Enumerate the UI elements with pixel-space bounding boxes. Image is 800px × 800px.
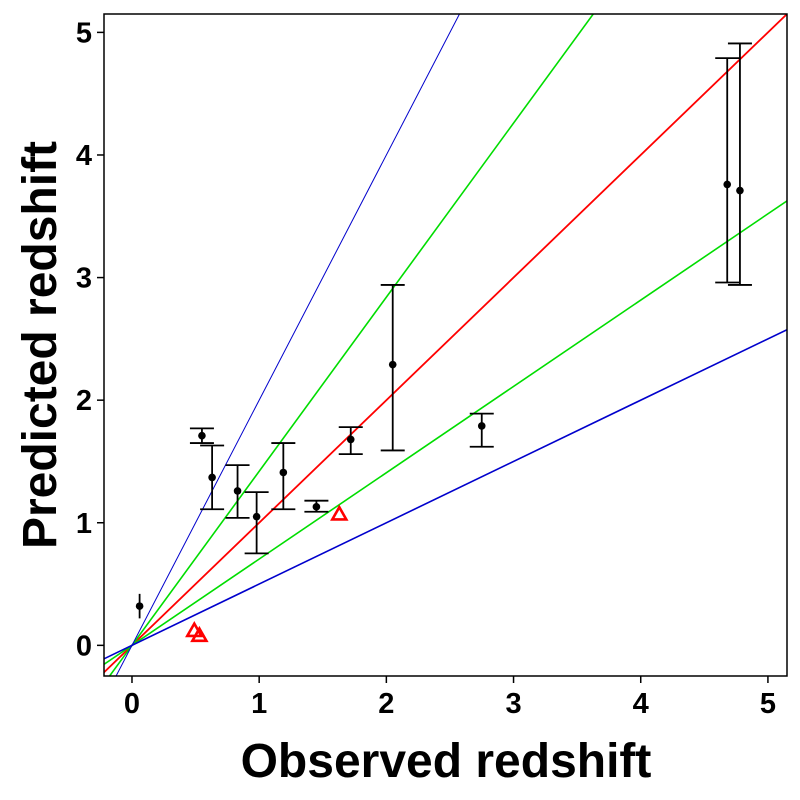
x-tick-label: 2 xyxy=(378,688,394,720)
data-point xyxy=(723,180,732,189)
y-axis-title: Predicted redshift xyxy=(14,141,67,549)
data-point-group xyxy=(338,426,363,456)
data-point-group xyxy=(380,284,405,452)
data-marks xyxy=(135,42,752,643)
x-tick-label: 3 xyxy=(505,688,521,720)
x-tick-label: 0 xyxy=(124,688,140,720)
data-point xyxy=(346,435,355,444)
data-point xyxy=(279,468,288,477)
reference-line-4 xyxy=(115,14,461,676)
data-point-group xyxy=(189,427,214,444)
data-point-group xyxy=(200,444,225,511)
data-point xyxy=(208,473,216,482)
y-tick-label: 0 xyxy=(76,630,92,662)
data-point-group xyxy=(271,442,296,511)
x-axis: 0 1 2 3 4 5 xyxy=(124,676,776,720)
x-tick-label: 4 xyxy=(633,688,649,720)
data-point-group xyxy=(135,593,144,619)
plot-frame xyxy=(103,13,788,677)
y-axis: 0 1 2 3 4 5 xyxy=(76,17,104,662)
data-point-group xyxy=(727,42,752,286)
data-point-group xyxy=(469,412,494,448)
data-point-group xyxy=(715,57,740,284)
data-point-group xyxy=(244,491,269,555)
y-tick-label: 5 xyxy=(76,17,92,49)
triangle-marker xyxy=(330,504,349,521)
data-point xyxy=(252,512,261,521)
data-point-group xyxy=(225,464,250,519)
reference-line-2 xyxy=(104,200,787,666)
reference-line-1 xyxy=(108,14,595,676)
reference-lines xyxy=(104,14,787,676)
data-point xyxy=(312,503,321,511)
y-tick-label: 3 xyxy=(76,263,92,295)
data-point xyxy=(736,186,744,195)
data-point xyxy=(233,487,242,495)
data-point xyxy=(388,360,397,369)
reference-line-0 xyxy=(104,14,787,673)
x-tick-label: 5 xyxy=(760,688,776,720)
x-tick-label: 1 xyxy=(251,688,267,720)
data-point xyxy=(135,602,144,610)
triangle-marker xyxy=(190,625,209,643)
y-tick-label: 2 xyxy=(76,385,92,417)
reference-line-3 xyxy=(104,328,787,660)
x-axis-title: Observed redshift xyxy=(241,735,652,788)
y-tick-label: 4 xyxy=(76,140,92,172)
data-point-group xyxy=(304,499,329,513)
data-point xyxy=(477,422,486,430)
data-point xyxy=(198,431,206,440)
y-tick-label: 1 xyxy=(76,508,92,540)
